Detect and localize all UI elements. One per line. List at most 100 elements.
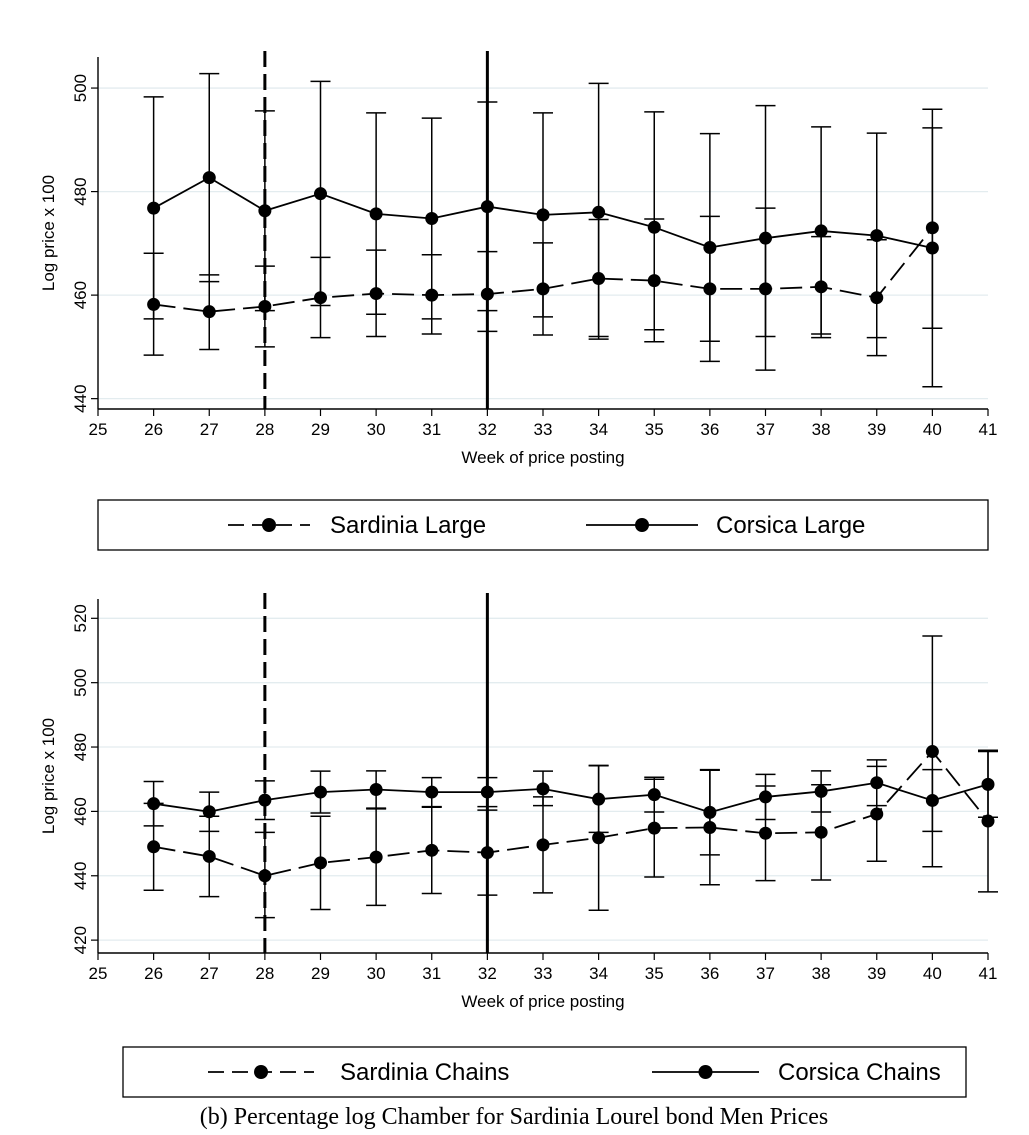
y-tick-label-420: 420 (71, 926, 90, 954)
sardinia-chains-point (592, 831, 606, 845)
x-tick-label-39: 39 (867, 964, 886, 983)
corsica-chains-point (592, 792, 606, 806)
corsica-chains-point (647, 788, 661, 802)
y-tick-label-520: 520 (71, 604, 90, 632)
x-tick-label-33: 33 (534, 964, 553, 983)
corsica-chains-point (369, 783, 383, 797)
legend-sardinia-chains-marker (254, 1065, 268, 1079)
corsica-large-point (425, 212, 439, 226)
x-tick-label-32: 32 (478, 420, 497, 439)
y-tick-label-480: 480 (71, 177, 90, 205)
x-tick-label-27: 27 (200, 964, 219, 983)
x-tick-label-33: 33 (534, 420, 553, 439)
y-tick-label-480: 480 (71, 733, 90, 761)
sardinia-chains-point (759, 826, 772, 840)
corsica-large-point (147, 201, 161, 215)
x-tick-label-31: 31 (422, 420, 441, 439)
x-axis-title: Week of price posting (461, 448, 624, 467)
corsica-large-point (870, 229, 884, 243)
x-tick-label-27: 27 (200, 420, 219, 439)
x-tick-label-36: 36 (700, 420, 719, 439)
chart-chain-stations: 420 440 460 480 500 520 25 26 27 28 29 30 31 32 33 34 35… (39, 593, 998, 1098)
corsica-chains-point (703, 805, 717, 819)
sardinia-chains-line (153, 750, 989, 877)
legend-corsica-chains-marker (698, 1065, 713, 1079)
sardinia-chains-point (647, 821, 661, 835)
sardinia-chains-point (925, 745, 939, 759)
corsica-large-point (592, 205, 606, 219)
corsica-chains-point (536, 782, 550, 796)
x-tick-label-41: 41 (979, 420, 998, 439)
x-tick-label-29: 29 (311, 420, 330, 439)
legend-corsica-large-marker (635, 518, 649, 532)
x-tick-label-38: 38 (812, 420, 831, 439)
x-tick-label-25: 25 (89, 964, 108, 983)
corsica-chains-point (147, 797, 161, 811)
legend-corsica-chains-label: Corsica Chains (778, 1059, 941, 1086)
corsica-chains-point (480, 785, 494, 799)
x-tick-label-31: 31 (422, 964, 441, 983)
corsica-chains-point (814, 784, 828, 798)
x-tick-label-34: 34 (589, 964, 608, 983)
legend-corsica-large-label: Corsica Large (716, 512, 865, 539)
corsica-chains-point (314, 785, 327, 799)
x-tick-label-37: 37 (756, 964, 775, 983)
corsica-chains-line (153, 781, 989, 814)
x-tick-label-28: 28 (255, 420, 274, 439)
sardinia-chains-point (147, 840, 161, 854)
sardinia-chains-point (202, 849, 216, 863)
corsica-large-point (814, 224, 828, 238)
x-tick-label-29: 29 (311, 964, 330, 983)
corsica-chains-point (202, 805, 216, 819)
x-tick-label-30: 30 (367, 964, 386, 983)
x-tick-label-32: 32 (478, 964, 497, 983)
x-axis-title: Week of price posting (461, 992, 624, 1011)
corsica-chains-point (759, 790, 772, 804)
corsica-large-point (647, 220, 661, 234)
corsica-chains-point (981, 777, 995, 791)
corsica-large-point (925, 241, 939, 255)
corsica-large-point (703, 240, 717, 254)
x-tick-label-28: 28 (255, 964, 274, 983)
x-tick-label-39: 39 (867, 420, 886, 439)
x-tick-label-40: 40 (923, 964, 942, 983)
sardinia-chains-point (870, 807, 884, 821)
x-tick-label-38: 38 (812, 964, 831, 983)
x-tick-label-40: 40 (923, 420, 942, 439)
y-axis-title: Log price x 100 (39, 718, 58, 834)
sardinia-chains-point (314, 856, 327, 870)
legend-sardinia-chains-label: Sardinia Chains (340, 1059, 509, 1086)
corsica-chains-point (925, 793, 939, 807)
x-tick-label-34: 34 (589, 420, 608, 439)
y-tick-label-500: 500 (71, 74, 90, 102)
legend-sardinia-large-label: Sardinia Large (330, 512, 486, 539)
y-tick-label-460: 460 (71, 797, 90, 825)
x-tick-label-37: 37 (756, 420, 775, 439)
corsica-chains-point (258, 793, 272, 807)
sardinia-chains-point (425, 843, 439, 857)
y-tick-label-440: 440 (71, 862, 90, 890)
x-tick-label-25: 25 (89, 420, 108, 439)
corsica-chains-point (425, 785, 439, 799)
legend-box (97, 499, 989, 551)
sardinia-chains-point (480, 846, 494, 860)
x-tick-label-26: 26 (144, 964, 163, 983)
sardinia-chains-point (536, 838, 550, 852)
x-tick-label-35: 35 (645, 420, 664, 439)
figure-caption: (b) Percentage log Chamber for Sardinia … (200, 1104, 828, 1130)
corsica-chains-point (870, 776, 884, 790)
corsica-large-point (759, 231, 772, 245)
y-tick-label-500: 500 (71, 668, 90, 696)
corsica-large-point (369, 207, 383, 221)
x-tick-label-30: 30 (367, 420, 386, 439)
sardinia-chains-point (369, 850, 383, 864)
corsica-large-point (258, 204, 272, 218)
y-axis-title: Log price x 100 (39, 175, 58, 291)
y-tick-label-460: 460 (71, 281, 90, 309)
corsica-large-point (202, 171, 216, 185)
sardinia-large-point (202, 305, 216, 319)
chart-large-stations: 440 460 480 500 25 26 27 28 29 30 31 32 33 34 35 36 37 38… (39, 51, 998, 551)
x-tick-label-41: 41 (979, 964, 998, 983)
y-tick-label-440: 440 (71, 384, 90, 412)
